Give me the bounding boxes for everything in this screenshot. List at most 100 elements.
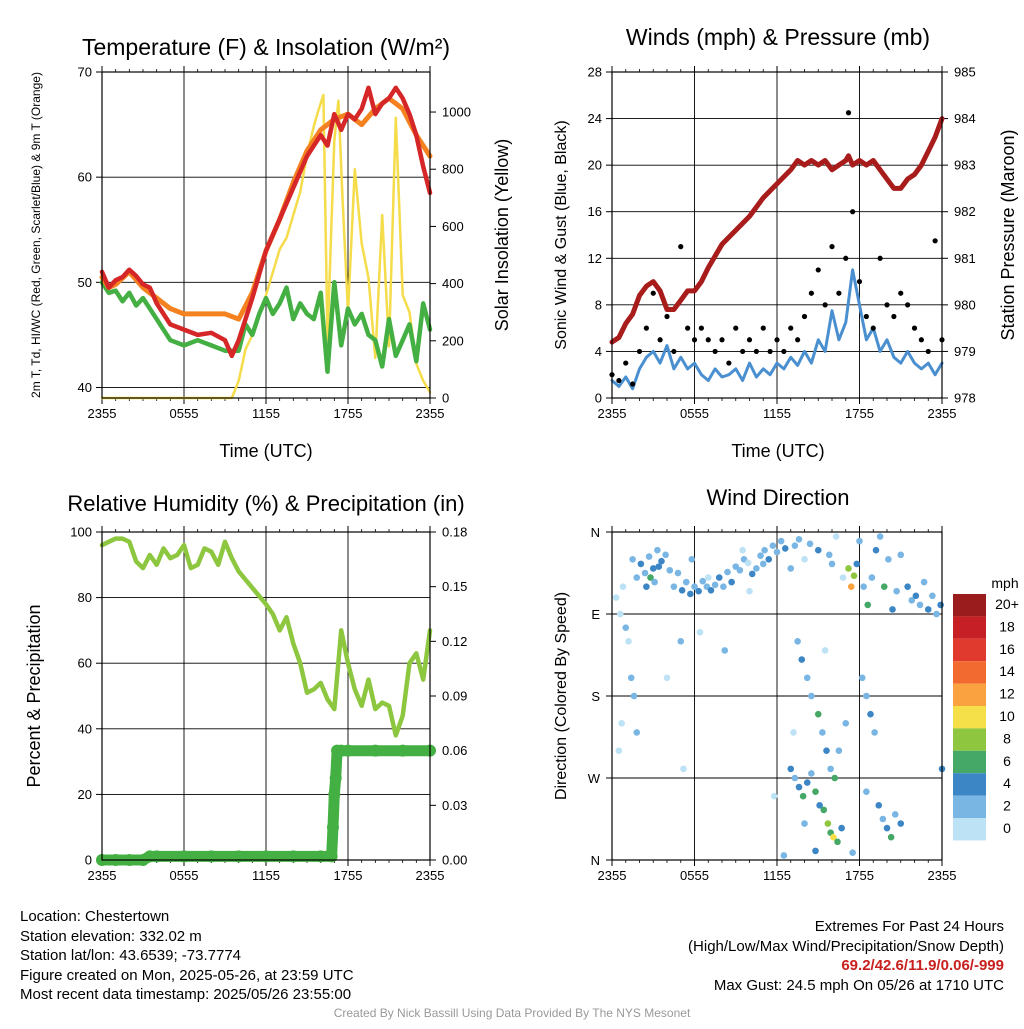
max-gust-text: Max Gust: 24.5 mph On 05/26 at 1710 UTC [713, 976, 1004, 994]
direction-point [897, 820, 905, 827]
direction-point [645, 553, 653, 560]
direction-point [883, 824, 891, 832]
dir-xtick-label: 2355 [928, 868, 957, 883]
direction-point [691, 583, 698, 590]
direction-point [781, 545, 789, 552]
temp-xtick-label: 1155 [252, 406, 280, 421]
direction-point [711, 581, 719, 589]
direction-point [912, 592, 920, 600]
direction-point [814, 546, 822, 554]
wind-ytick-label: 28 [588, 65, 602, 80]
direction-point [828, 560, 836, 568]
direction-point [699, 577, 707, 585]
direction-point [765, 556, 773, 563]
direction-point [633, 574, 641, 581]
gust-point [815, 267, 821, 273]
direction-point [770, 792, 778, 800]
direction-point [799, 792, 807, 800]
direction-point [916, 601, 924, 609]
direction-point [801, 820, 808, 827]
direction-point [812, 847, 819, 855]
dir-ytick-label: N [591, 525, 600, 540]
direction-point [850, 572, 858, 580]
direction-point [677, 638, 685, 645]
direction-point [863, 788, 870, 795]
direction-point [849, 849, 856, 857]
direction-point [875, 802, 883, 809]
dewpoint-line [99, 280, 433, 374]
gust-point [911, 325, 918, 331]
rh-xtick-label: 2355 [88, 868, 117, 883]
gust-point [856, 278, 863, 285]
direction-point [867, 710, 874, 718]
temp-xtick-label: 2355 [416, 406, 445, 421]
dir-panel-title: Wind Direction [706, 485, 849, 510]
colorbar-swatch [953, 750, 986, 774]
direction-point [769, 542, 777, 549]
temp-ytick-label: 50 [78, 275, 92, 290]
wind-y2tick-label: 979 [954, 344, 976, 359]
wind-ytick-label: 16 [588, 204, 602, 219]
wind-ytick-label: 20 [588, 158, 602, 173]
direction-point [629, 556, 636, 563]
rh-y2tick-label: 0.09 [442, 689, 467, 704]
elevation-text: Station elevation: 332.02 m [20, 927, 202, 945]
direction-point [773, 548, 781, 556]
relative-humidity-line [99, 536, 433, 738]
colorbar-label: 14 [999, 663, 1015, 679]
direction-point [871, 729, 878, 736]
direction-point [674, 569, 682, 577]
direction-point [908, 597, 916, 604]
station-info: Location: Chestertown Station elevation:… [20, 907, 354, 1005]
colorbar-swatch [953, 594, 986, 617]
direction-point [887, 833, 895, 841]
direction-point [780, 852, 788, 859]
direction-point [625, 638, 632, 645]
precipitation-line [96, 745, 436, 866]
colorbar-label: 18 [999, 618, 1015, 634]
wind-xtick-label: 0555 [680, 406, 709, 421]
gust-point [829, 244, 835, 250]
temp-xtick-label: 0555 [170, 406, 199, 421]
temp-y2tick-label: 200 [442, 333, 464, 348]
direction-point [924, 606, 932, 613]
rh-panel-frame [101, 531, 431, 861]
gust-point [863, 313, 869, 320]
direction-point [696, 628, 704, 636]
direction-point [662, 551, 669, 559]
direction-point [872, 546, 880, 554]
dir-ytick-label: S [591, 689, 600, 704]
direction-point [831, 774, 839, 782]
rh-y2tick-label: 0.15 [442, 579, 467, 594]
direction-point [649, 565, 657, 572]
gust-point [616, 377, 622, 384]
temp-left-axis-label: 2m T, Td, HI/WC (Red, Green, Scarlet/Blu… [29, 72, 43, 398]
temp-y2tick-label: 800 [442, 162, 464, 177]
colorbar-swatch [953, 818, 986, 841]
direction-point [838, 824, 845, 832]
direction-point [929, 592, 936, 600]
dir-ytick-label: W [588, 771, 601, 786]
extremes-values: 69.2/42.6/11.9/0.06/-999 [841, 957, 1004, 974]
direction-point [761, 546, 768, 554]
direction-point [825, 551, 833, 559]
colorbar-swatch [953, 638, 986, 662]
direction-point [663, 674, 671, 682]
colorbar-label: 2 [1003, 798, 1011, 814]
gust-point [650, 290, 656, 296]
wind-ytick-label: 8 [595, 297, 602, 312]
colorbar-label: 6 [1003, 753, 1011, 769]
gust-point [788, 325, 794, 331]
colorbar-swatch [953, 728, 986, 751]
direction-point [619, 583, 627, 590]
dir-left-axis-label: Direction (Colored By Speed) [553, 592, 570, 800]
gust-point [746, 337, 753, 343]
wind-y2tick-label: 981 [954, 251, 976, 266]
wind-left-axis-label: Sonic Wind & Gust (Blue, Black) [553, 120, 570, 349]
rh-ytick-label: 80 [78, 590, 92, 605]
direction-point [627, 674, 635, 682]
colorbar-swatch [953, 706, 986, 729]
direction-point [885, 556, 892, 563]
gust-point [630, 381, 636, 387]
gust-point [843, 255, 849, 261]
